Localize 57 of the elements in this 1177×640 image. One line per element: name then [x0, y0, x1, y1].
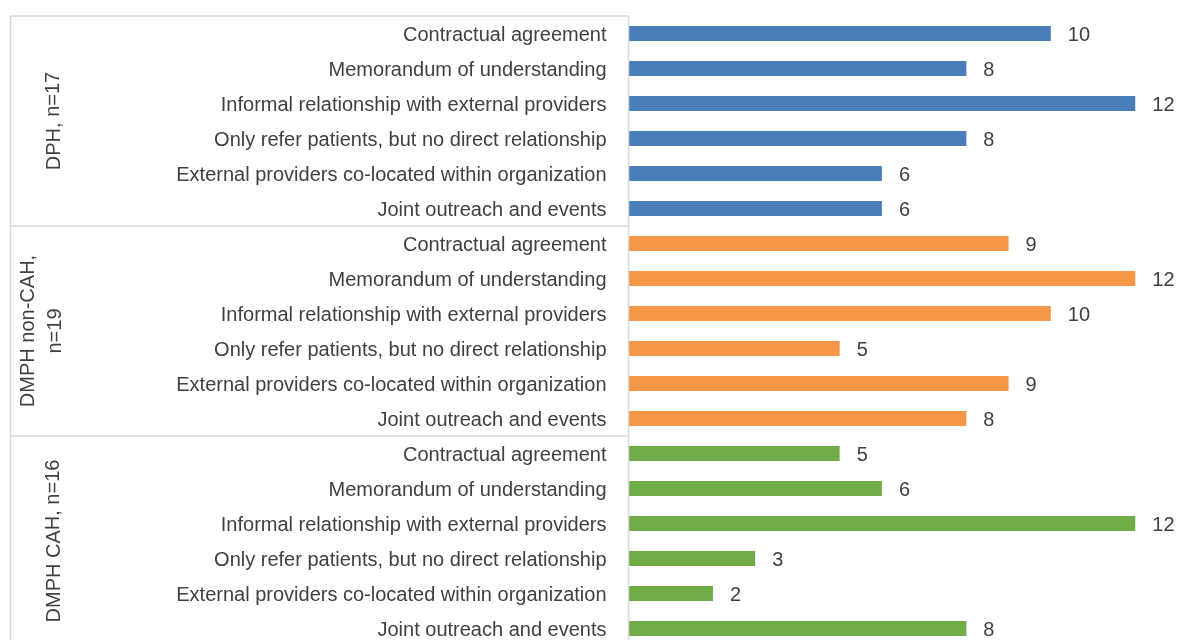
- bar: [628, 130, 967, 147]
- bar: [628, 200, 882, 217]
- data-label: 6: [898, 477, 911, 500]
- text: DMPH CAH, n=16: [41, 459, 64, 623]
- y-tick-label: External providers co-located within organization: [176, 372, 607, 395]
- data-label: 8: [983, 617, 995, 640]
- y-tick-label: Informal relationship with external providers: [220, 512, 607, 535]
- text: DMPH non-CAH, n=19: [16, 254, 65, 408]
- bar: [628, 410, 967, 427]
- y-tick-label: External providers co-located within organization: [176, 162, 607, 185]
- data-label: 6: [898, 162, 911, 185]
- data-label: 10: [1067, 22, 1091, 45]
- y-tick-label: Memorandum of understanding: [328, 57, 607, 80]
- y-tick-label: Contractual agreement: [403, 22, 607, 45]
- y-tick-label: External providers co-located within organization: [176, 582, 607, 605]
- bar: [628, 270, 1136, 287]
- bar: [628, 550, 756, 567]
- bar: [628, 375, 1009, 392]
- text: DPH, n=17: [41, 71, 64, 171]
- data-label: 12: [1152, 512, 1175, 535]
- y-tick-label: Only refer patients, but no direct relationship: [214, 127, 607, 150]
- y-tick-label: Only refer patients, but no direct relationship: [214, 547, 607, 570]
- bar: [628, 60, 967, 77]
- data-label: 12: [1152, 267, 1175, 290]
- y-tick-label: Joint outreach and events: [377, 197, 607, 220]
- data-label: 3: [772, 547, 784, 570]
- y-tick-label: Contractual agreement: [403, 442, 607, 465]
- data-label: 10: [1067, 302, 1091, 325]
- data-label: 8: [983, 127, 995, 150]
- data-label: 6: [898, 197, 911, 220]
- y-tick-label: Joint outreach and events: [377, 617, 607, 640]
- data-label: 2: [729, 582, 742, 605]
- y-tick-label: Memorandum of understanding: [328, 267, 607, 290]
- y-tick-label: Informal relationship with external providers: [220, 302, 607, 325]
- y-tick-label: Joint outreach and events: [377, 407, 607, 430]
- data-label: 12: [1152, 92, 1175, 115]
- bar: [628, 340, 840, 357]
- bar: [628, 165, 882, 182]
- y-tick-label: Only refer patients, but no direct relationship: [214, 337, 607, 360]
- data-label: 8: [983, 57, 995, 80]
- y-tick-label: Informal relationship with external providers: [220, 92, 607, 115]
- bar: [628, 445, 840, 462]
- bar: [628, 95, 1136, 112]
- y-tick-label: Contractual agreement: [403, 232, 607, 255]
- data-label: 5: [856, 442, 868, 465]
- y-tick-label: Memorandum of understanding: [328, 477, 607, 500]
- data-label: 8: [983, 407, 995, 430]
- bar: [628, 515, 1136, 532]
- data-label: 9: [1025, 372, 1037, 395]
- bar: [628, 25, 1051, 42]
- bar: [628, 620, 967, 637]
- bar: [628, 235, 1009, 252]
- bar: [628, 585, 713, 602]
- data-label: 5: [856, 337, 868, 360]
- data-label: 9: [1025, 232, 1037, 255]
- bar: [628, 480, 882, 497]
- bar: [628, 305, 1051, 322]
